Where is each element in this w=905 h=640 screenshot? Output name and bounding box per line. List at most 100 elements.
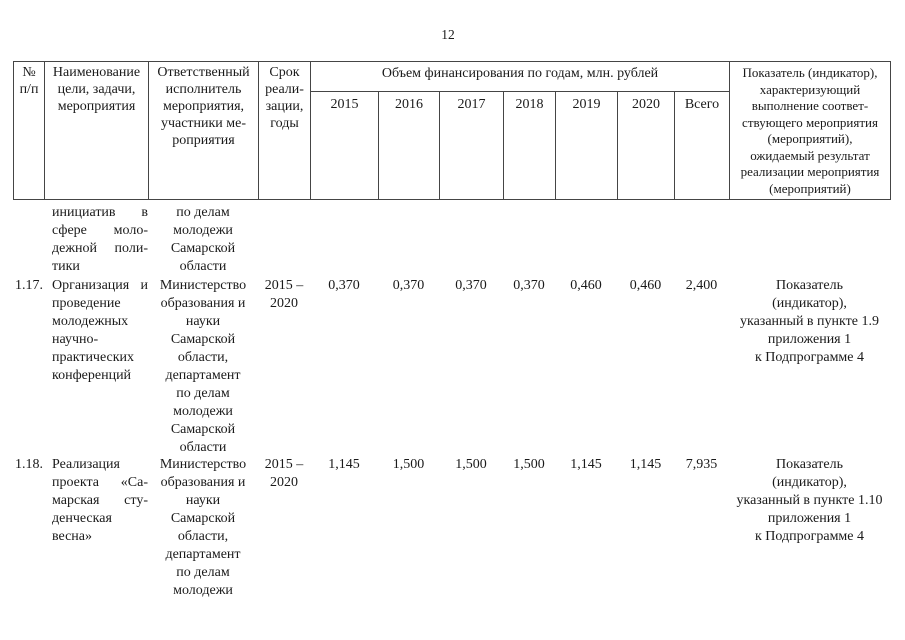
text-line: проекта «Са- xyxy=(52,475,148,490)
text-line: (индикатор), xyxy=(772,296,847,311)
cell-value-2019: 0,460 xyxy=(570,278,602,293)
text-line: № xyxy=(22,65,36,80)
text-line: по делам xyxy=(176,386,230,401)
cell-number: 1.18. xyxy=(15,457,43,472)
text-line: роприятия xyxy=(172,133,235,148)
text-line: п/п xyxy=(19,82,39,97)
cell-value-2017: 0,370 xyxy=(455,278,487,293)
cell-value-2018: 1,500 xyxy=(513,457,545,472)
cell-value-2015: 1,145 xyxy=(328,457,360,472)
cell-term: 2015 – 2020 xyxy=(258,277,310,313)
text-line: департамент xyxy=(165,547,241,562)
text-line: образования и xyxy=(160,296,246,311)
cell-value-2017: 1,500 xyxy=(455,457,487,472)
text-line: характеризующий xyxy=(759,81,861,97)
text-line: науки xyxy=(185,314,221,329)
header-year-2015: 2015 xyxy=(310,91,379,200)
page-number: 12 xyxy=(441,27,455,42)
header-year-2016: 2016 xyxy=(378,91,440,200)
header-year-total: Всего xyxy=(674,91,730,200)
text-line: мероприятия, xyxy=(162,99,245,114)
cell-indicator: Показатель (индикатор), указанный в пункте… xyxy=(729,277,890,367)
text-line: области, xyxy=(177,350,229,365)
text-line: приложения 1 xyxy=(767,332,852,347)
text-line: (индикатор), xyxy=(772,475,847,490)
cell-value-total: 2,400 xyxy=(685,278,718,293)
text-line: молодежи xyxy=(173,583,233,598)
text-line: Министерство xyxy=(159,278,247,293)
cell-value-2020: 1,145 xyxy=(629,457,662,472)
text-line: практических xyxy=(52,350,135,365)
text-line: Самарской xyxy=(170,332,236,347)
text-line: сфере моло- xyxy=(52,223,148,238)
text-line: Самарской xyxy=(170,241,236,256)
text-line: зации, xyxy=(265,99,304,114)
text-line: образования и xyxy=(160,475,246,490)
text-line: участники ме- xyxy=(160,116,247,131)
text-line: области, xyxy=(177,529,229,544)
cell-name: инициатив в сфере моло-дежной поли-тики xyxy=(52,204,148,276)
text-line: к Подпрограмме 4 xyxy=(754,529,864,544)
cell-executor: Министерство образования и науки Самарской о… xyxy=(148,277,258,457)
cell-term: 2015 – 2020 xyxy=(258,456,310,492)
text-line: Показатель xyxy=(776,457,843,472)
cell-number: 1.17. xyxy=(15,278,43,293)
text-line: денческая xyxy=(52,511,112,526)
text-line: по делам xyxy=(176,205,230,220)
text-line: 2020 xyxy=(270,475,298,490)
text-line: цели, задачи, xyxy=(57,82,136,97)
text-line: Срок xyxy=(269,65,300,80)
text-line: выполнение соответ- xyxy=(751,98,869,113)
text-line: молодежных xyxy=(52,314,129,329)
text-line: указанный в пункте 1.9 xyxy=(740,314,879,329)
text-line: приложения 1 xyxy=(767,511,852,526)
text-line: марская сту- xyxy=(52,493,148,508)
text-line: Самарской xyxy=(170,511,236,526)
header-executor: Ответственный исполнитель мероприятия, учас… xyxy=(148,61,259,200)
header-num: № п/п xyxy=(13,61,45,200)
cell-name: Организация и проведение молодежных научно-… xyxy=(52,277,148,385)
text-line: Ответственный xyxy=(157,65,250,80)
text-line: Организация и xyxy=(52,278,148,293)
text-line: науки xyxy=(185,493,221,508)
text-line: инициатив в xyxy=(52,205,148,220)
text-line: департамент xyxy=(165,368,241,383)
text-line: 2015 – xyxy=(264,457,304,472)
text-line: (мероприятий), xyxy=(767,131,853,146)
text-line: к Подпрограмме 4 xyxy=(754,350,864,365)
cell-value-2019: 1,145 xyxy=(570,457,602,472)
text-line: тики xyxy=(52,259,80,274)
text-line: молодежи xyxy=(173,223,233,238)
cell-name: Реализация проекта «Са-марская сту-денчес… xyxy=(52,456,148,546)
header-year-2018: 2018 xyxy=(503,91,556,200)
cell-value-2016: 0,370 xyxy=(392,278,425,293)
text-line: области xyxy=(179,440,227,455)
cell-value-2018: 0,370 xyxy=(513,278,545,293)
text-line: области xyxy=(179,259,227,274)
text-line: конференций xyxy=(52,368,132,383)
cell-executor: по делам молодежи Самарской области xyxy=(148,204,258,276)
text-line: указанный в пункте 1.10 xyxy=(736,493,883,508)
text-line: молодежи xyxy=(173,404,233,419)
text-line: весна» xyxy=(52,529,93,544)
text-line: Показатель xyxy=(776,278,843,293)
financing-table-header: № п/п Наименование цели, задачи, мероприяти… xyxy=(13,61,891,200)
header-term: Срок реали-зации, годы xyxy=(258,61,311,200)
text-line: годы xyxy=(270,116,299,131)
cell-value-2015: 0,370 xyxy=(328,278,360,293)
text-line: научно- xyxy=(52,332,99,347)
text-line: по делам xyxy=(176,565,230,580)
text-line: Показатель (индикатор), xyxy=(742,65,878,80)
text-line: Реализация xyxy=(52,457,120,472)
text-line: дежной поли- xyxy=(52,241,148,256)
header-financing-group: Объем финансирования по годам, млн. рубл… xyxy=(310,61,730,92)
text-line: ствующего мероприятия xyxy=(742,114,878,130)
text-line: исполнитель xyxy=(165,82,242,97)
text-line: реализации мероприятия xyxy=(740,164,880,179)
header-year-2020: 2020 xyxy=(617,91,675,200)
cell-value-total: 7,935 xyxy=(685,457,718,472)
text-line: 2020 xyxy=(270,296,298,311)
cell-value-2020: 0,460 xyxy=(629,278,662,293)
header-name: Наименование цели, задачи, мероприятия xyxy=(44,61,149,200)
